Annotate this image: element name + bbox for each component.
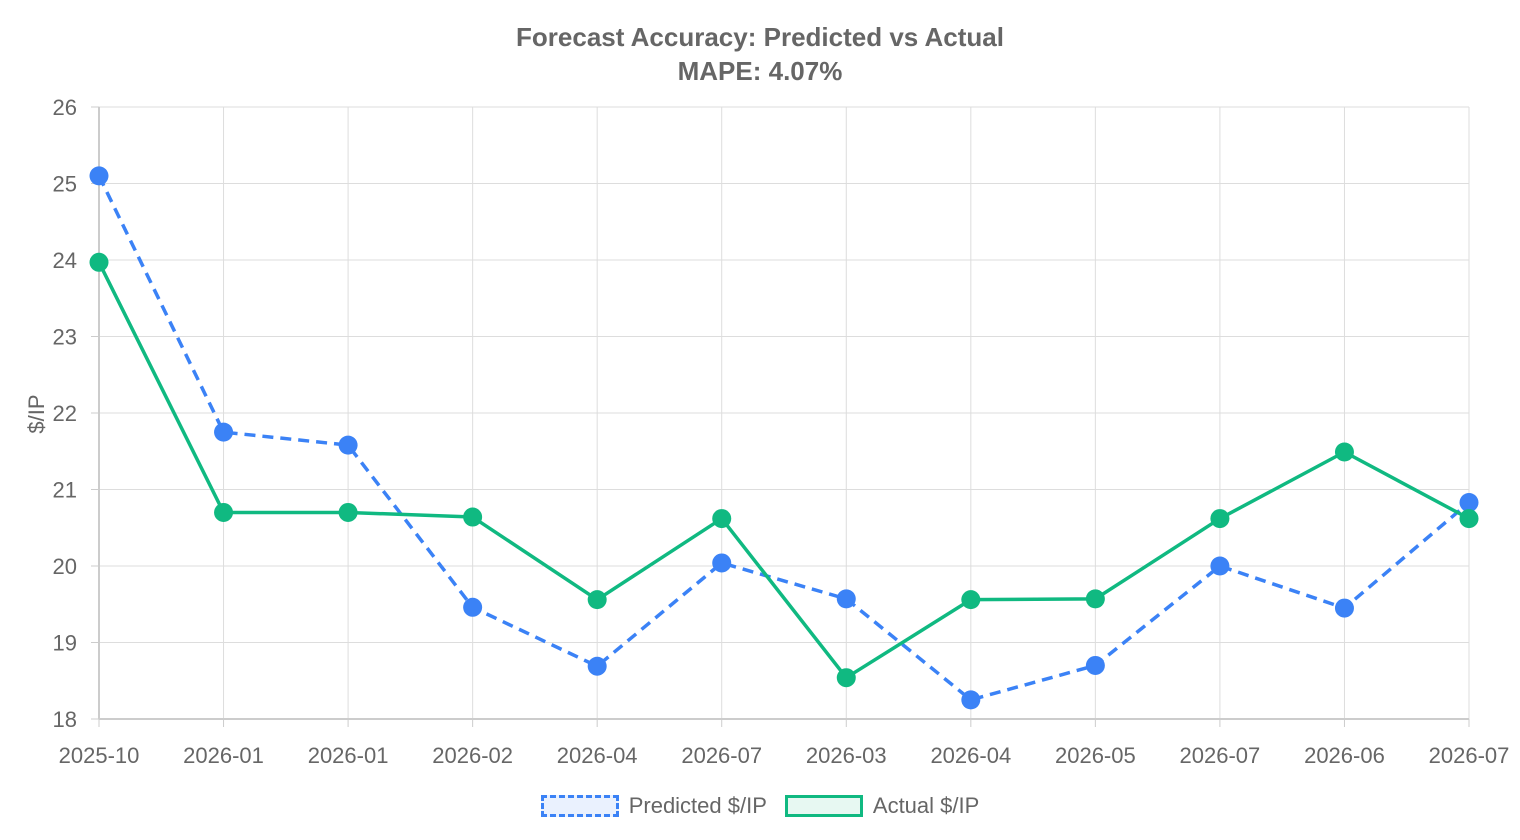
- data-point-actual: [1459, 509, 1479, 529]
- x-tick-label: 2026-07: [1429, 743, 1510, 768]
- data-point-actual: [214, 502, 234, 522]
- data-point-predicted: [587, 656, 607, 676]
- y-tick-label: 24: [53, 248, 77, 273]
- y-tick-label: 19: [53, 631, 77, 656]
- legend-item-predicted[interactable]: Predicted $/IP: [540, 793, 767, 819]
- axis-layer: 18 19 20 21 22 23 24 25 26 2025-10 2026-01 2026-01 2…: [53, 95, 1510, 768]
- y-tick-label: 26: [53, 95, 77, 120]
- data-point-actual: [463, 507, 483, 527]
- x-tick-label: 2026-02: [432, 743, 513, 768]
- legend-label-predicted: Predicted $/IP: [628, 793, 767, 818]
- data-point-actual: [1334, 442, 1354, 462]
- x-tick-label: 2026-01: [308, 743, 389, 768]
- x-tick-label: 2026-04: [930, 743, 1011, 768]
- data-point-actual: [89, 252, 109, 272]
- data-point-predicted: [961, 690, 981, 710]
- legend-item-actual[interactable]: Actual $/IP: [784, 793, 980, 819]
- data-point-actual: [587, 590, 607, 610]
- data-point-predicted: [1210, 556, 1230, 576]
- data-point-predicted: [1459, 493, 1479, 513]
- data-point-predicted: [463, 597, 483, 617]
- legend-swatch-predicted: [540, 795, 619, 817]
- data-point-actual: [836, 668, 856, 688]
- data-point-actual: [338, 502, 358, 522]
- x-tick-label: 2026-06: [1304, 743, 1385, 768]
- x-tick-label: 2026-07: [681, 743, 762, 768]
- x-tick-label: 2026-03: [806, 743, 887, 768]
- y-tick-label: 22: [53, 401, 77, 426]
- legend: Predicted $/IP Actual $/IP: [0, 793, 1520, 819]
- y-tick-label: 23: [53, 325, 77, 350]
- chart-title: Forecast Accuracy: Predicted vs Actual: [516, 22, 1004, 52]
- data-point-predicted: [338, 435, 358, 455]
- series-layer: [89, 166, 1479, 710]
- x-tick-label: 2026-05: [1055, 743, 1136, 768]
- x-tick-label: 2026-01: [183, 743, 264, 768]
- legend-swatch-actual: [784, 795, 863, 817]
- y-tick-label: 20: [53, 554, 77, 579]
- data-point-predicted: [836, 589, 856, 609]
- data-point-actual: [1210, 509, 1230, 529]
- data-point-actual: [1085, 589, 1105, 609]
- x-tick-label: 2025-10: [59, 743, 140, 768]
- x-tick-label: 2026-07: [1180, 743, 1261, 768]
- x-tick-label: 2026-04: [557, 743, 638, 768]
- series-line-predicted: [97, 175, 1471, 702]
- grid-layer: [98, 106, 1470, 720]
- data-point-actual: [961, 590, 981, 610]
- data-point-predicted: [1085, 655, 1105, 675]
- y-tick-label: 21: [53, 478, 77, 503]
- y-tick-label: 18: [53, 707, 77, 732]
- y-tick-label: 25: [53, 172, 77, 197]
- data-point-predicted: [1334, 598, 1354, 618]
- series-line-actual: [97, 261, 1470, 680]
- data-point-actual: [712, 509, 732, 529]
- data-point-predicted: [89, 166, 109, 186]
- data-point-predicted: [712, 553, 732, 573]
- data-point-predicted: [214, 422, 234, 442]
- legend-label-actual: Actual $/IP: [872, 793, 980, 818]
- chart-subtitle: MAPE: 4.07%: [677, 56, 843, 86]
